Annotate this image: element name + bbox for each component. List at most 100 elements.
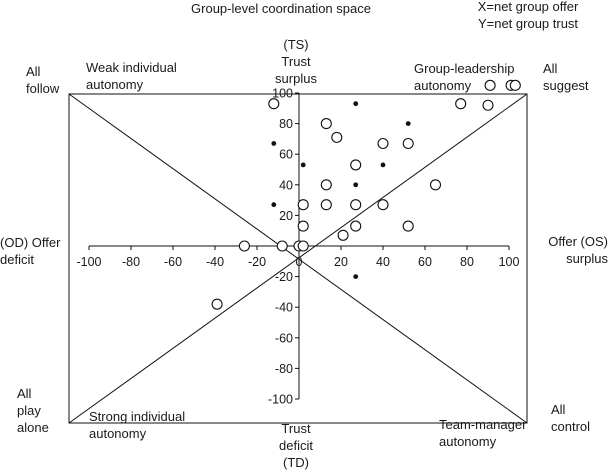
x-tick-label: -40 [206, 255, 224, 269]
trust-surplus-label-line: (TS) [283, 37, 308, 52]
y-tick-label: 60 [279, 148, 293, 162]
x-tick-label: -80 [122, 255, 140, 269]
diagonal-descending [68, 93, 528, 424]
xy-definition-note-line: X=net group offer [478, 0, 579, 14]
open-data-point [238, 240, 250, 252]
quadrant-team-manager-autonomy-label-line: autonomy [439, 434, 497, 449]
open-data-point [484, 79, 496, 91]
quadrant-weak-individual-autonomy-label-line: autonomy [86, 77, 144, 92]
filled-data-point [353, 182, 359, 188]
open-data-point [320, 118, 332, 130]
offer-deficit-label-line: deficit [0, 252, 34, 267]
corner-all-play-alone-label-line: play [17, 403, 41, 418]
corner-all-control-label-line: All [551, 402, 566, 417]
trust-deficit-label-line: (TD) [283, 455, 309, 470]
y-tick-label: -20 [275, 270, 293, 284]
trust-surplus-label-line: surplus [275, 71, 317, 86]
quadrant-strong-individual-autonomy-label: Strong individual autonomy [89, 409, 185, 441]
x-tick-label: -60 [164, 255, 182, 269]
plot-frame [68, 93, 528, 424]
open-data-point [455, 98, 467, 110]
xy-definition-note-line: Y=net group trust [478, 16, 578, 31]
x-tick-label: 100 [499, 255, 520, 269]
trust-surplus-label: (TS) Trust surplus [275, 37, 317, 86]
corner-all-control-label-line: control [551, 419, 590, 434]
open-data-point [429, 179, 442, 191]
open-data-point [320, 199, 332, 211]
xy-definition-note: X=net group offer Y=net group trust [478, 0, 579, 31]
open-data-point [350, 220, 362, 232]
x-tick-label: -20 [248, 255, 266, 269]
quadrant-team-manager-autonomy-label-line: Team-manager [439, 417, 527, 432]
open-data-point [297, 199, 309, 211]
quadrant-strong-individual-autonomy-label-line: Strong individual [89, 409, 185, 424]
corner-all-suggest-label-line: suggest [543, 78, 589, 93]
quadrant-team-manager-autonomy-label: Team-manager autonomy [439, 417, 527, 449]
offer-deficit-label-line: (OD) Offer [0, 235, 61, 250]
x-axis-ticks: -100 -80 -60 -40 -20 0 20 40 60 80 100 [76, 246, 519, 269]
quadrant-group-leadership-autonomy-label: Group-leadership autonomy [414, 61, 514, 93]
filled-data-point [271, 202, 277, 208]
open-data-point [350, 159, 362, 171]
y-axis-ticks: -100 -80 -60 -40 -20 20 40 60 80 100 [268, 87, 299, 407]
x-tick-label: 60 [418, 255, 432, 269]
trust-deficit-label: Trust deficit (TD) [279, 421, 313, 470]
corner-all-follow-label-line: follow [26, 81, 60, 96]
filled-data-point [380, 162, 386, 168]
corner-all-play-alone-label-line: All [17, 386, 32, 401]
quadrant-group-leadership-autonomy-label-line: autonomy [414, 78, 472, 93]
trust-surplus-label-line: Trust [281, 54, 311, 69]
y-tick-label: -80 [275, 362, 293, 376]
filled-data-point [405, 121, 411, 126]
open-data-point [402, 220, 414, 232]
corner-all-control-label: All control [551, 402, 590, 434]
open-data-point [337, 229, 349, 241]
offer-surplus-label-line: surplus [566, 251, 608, 266]
filled-data-point [353, 101, 359, 107]
open-data-point [509, 79, 521, 91]
quadrant-weak-individual-autonomy-label-line: Weak individual [86, 60, 177, 75]
y-tick-label: 100 [272, 87, 293, 101]
trust-deficit-label-line: Trust [281, 421, 311, 436]
corner-all-suggest-label: All suggest [543, 61, 589, 93]
corner-all-play-alone-label-line: alone [17, 420, 49, 435]
y-tick-label: -40 [275, 301, 293, 315]
y-tick-label: -100 [268, 393, 293, 407]
x-tick-label: -100 [76, 255, 101, 269]
x-tick-label: 80 [460, 255, 474, 269]
y-tick-label: 80 [279, 117, 293, 131]
corner-all-suggest-label-line: All [543, 61, 558, 76]
corner-all-follow-label-line: All [26, 64, 41, 79]
quadrant-strong-individual-autonomy-label-line: autonomy [89, 426, 147, 441]
chart-title: Group-level coordination space [191, 1, 371, 16]
y-tick-label: -60 [275, 331, 293, 345]
open-data-point [402, 137, 414, 150]
corner-all-follow-label: All follow [26, 64, 60, 96]
quadrant-weak-individual-autonomy-label: Weak individual autonomy [86, 60, 177, 92]
open-data-point [482, 99, 494, 111]
x-tick-label: 40 [376, 255, 390, 269]
trust-deficit-label-line: deficit [279, 438, 313, 453]
filled-data-point [271, 141, 277, 146]
y-tick-label: 20 [279, 209, 293, 223]
offer-surplus-label: Offer (OS) surplus [548, 234, 608, 266]
x-tick-label: 0 [296, 255, 303, 269]
x-tick-label: 20 [334, 255, 348, 269]
quadrant-group-leadership-autonomy-label-line: Group-leadership [414, 61, 514, 76]
open-data-point [320, 179, 332, 191]
data-points [211, 79, 521, 310]
filled-data-point [300, 162, 306, 168]
offer-surplus-label-line: Offer (OS) [548, 234, 608, 249]
open-data-point [211, 298, 223, 310]
open-data-point [331, 131, 343, 143]
open-data-point [297, 220, 309, 232]
open-data-point [268, 98, 280, 110]
corner-all-play-alone-label: All play alone [17, 386, 49, 435]
y-tick-label: 40 [279, 178, 293, 192]
open-data-point [276, 240, 288, 252]
filled-data-point [353, 274, 359, 279]
open-data-point [377, 137, 389, 150]
offer-deficit-label: (OD) Offer deficit [0, 235, 61, 267]
open-data-point [377, 199, 389, 211]
